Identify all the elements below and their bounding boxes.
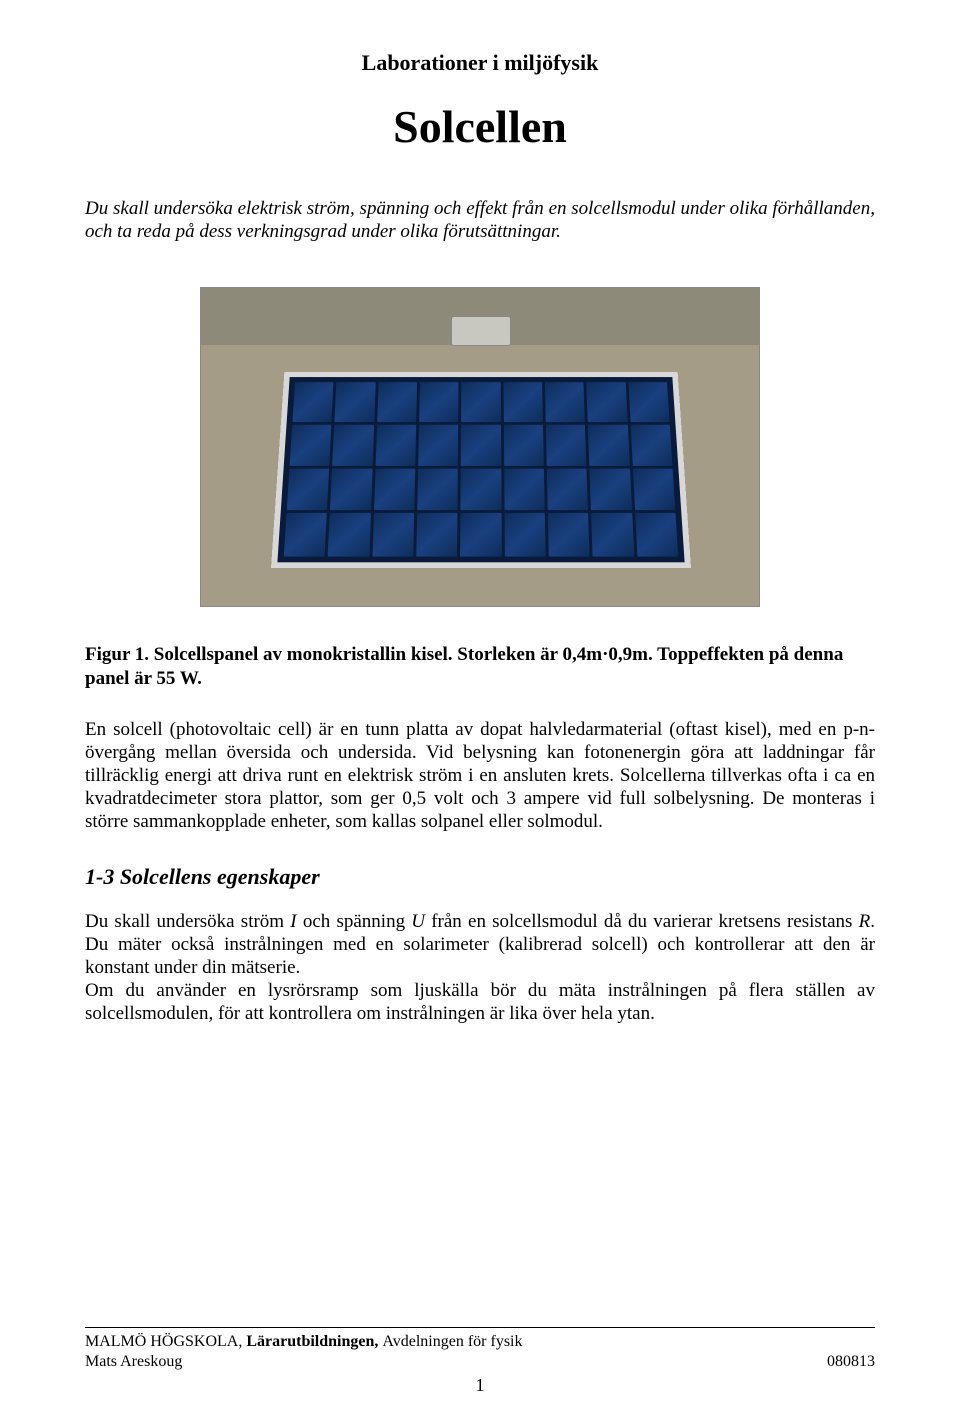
solar-cell — [588, 425, 629, 466]
solar-cell — [284, 513, 327, 557]
solar-cell — [504, 425, 544, 466]
solar-cell — [419, 382, 459, 422]
solar-cell — [628, 382, 669, 422]
figure-1-caption: Figur 1. Solcellspanel av monokristallin… — [85, 643, 875, 689]
solar-cell — [292, 382, 333, 422]
footer-inst-3: Avdelningen för fysik — [382, 1333, 522, 1350]
solar-cell — [330, 469, 372, 511]
solar-cell — [504, 469, 545, 511]
solar-cell — [290, 425, 332, 466]
solar-cell — [545, 382, 585, 422]
body-text-a: Du skall undersöka ström — [85, 911, 290, 932]
solar-cell — [328, 513, 371, 557]
junction-box-shape — [451, 316, 511, 346]
variable-u: U — [411, 911, 425, 932]
solar-cell — [332, 425, 373, 466]
footer-institution: MALMÖ HÖGSKOLA, Lärarutbildningen, Avdel… — [85, 1332, 523, 1352]
body-paragraph-3: Om du använder en lysrörsramp som ljuskä… — [85, 979, 875, 1025]
solar-cell — [591, 513, 634, 557]
solar-panel-image — [200, 287, 760, 607]
footer-inst-1: MALMÖ HÖGSKOLA, — [85, 1333, 246, 1350]
page-number: 1 — [85, 1374, 875, 1397]
section-heading: 1-3 Solcellens egenskaper — [85, 864, 875, 890]
body-text-b: och spänning — [297, 911, 412, 932]
solar-cell — [461, 469, 502, 511]
solar-cell — [417, 469, 458, 511]
solar-cell — [635, 513, 678, 557]
footer-row-1: MALMÖ HÖGSKOLA, Lärarutbildningen, Avdel… — [85, 1332, 875, 1352]
solar-cell — [590, 469, 632, 511]
solar-cell — [633, 469, 676, 511]
solar-cell — [375, 425, 416, 466]
solar-cell — [503, 382, 543, 422]
body-paragraph-2: Du skall undersöka ström I och spänning … — [85, 910, 875, 980]
solar-cell — [416, 513, 458, 557]
solar-cell — [547, 469, 589, 511]
page-title: Solcellen — [85, 100, 875, 153]
intro-paragraph: Du skall undersöka elektrisk ström, spän… — [85, 197, 875, 243]
body-paragraph-1: En solcell (photovoltaic cell) är en tun… — [85, 718, 875, 834]
solar-cell — [377, 382, 417, 422]
variable-r: R — [859, 911, 871, 932]
body-text-c: från en solcellsmodul då du varierar kre… — [425, 911, 859, 932]
solar-cell — [548, 513, 590, 557]
solar-cell — [504, 513, 546, 557]
solar-cell — [374, 469, 415, 511]
solar-cell — [372, 513, 414, 557]
solar-cell — [460, 513, 501, 557]
solar-cell — [418, 425, 458, 466]
page-footer: MALMÖ HÖGSKOLA, Lärarutbildningen, Avdel… — [85, 1327, 875, 1397]
footer-date: 080813 — [827, 1352, 875, 1372]
solar-cell — [587, 382, 628, 422]
solar-cell — [630, 425, 672, 466]
solar-cell — [335, 382, 376, 422]
footer-row-2: Mats Areskoug 080813 — [85, 1352, 875, 1372]
solar-cell — [546, 425, 587, 466]
footer-inst-2: Lärarutbildningen, — [246, 1333, 382, 1350]
solar-cell — [287, 469, 330, 511]
solar-cell — [461, 425, 501, 466]
pretitle-text: Laborationer i miljöfysik — [85, 50, 875, 76]
solar-cell — [461, 382, 500, 422]
solar-panel-shape — [271, 372, 691, 568]
footer-author: Mats Areskoug — [85, 1352, 182, 1372]
figure-1 — [85, 287, 875, 607]
